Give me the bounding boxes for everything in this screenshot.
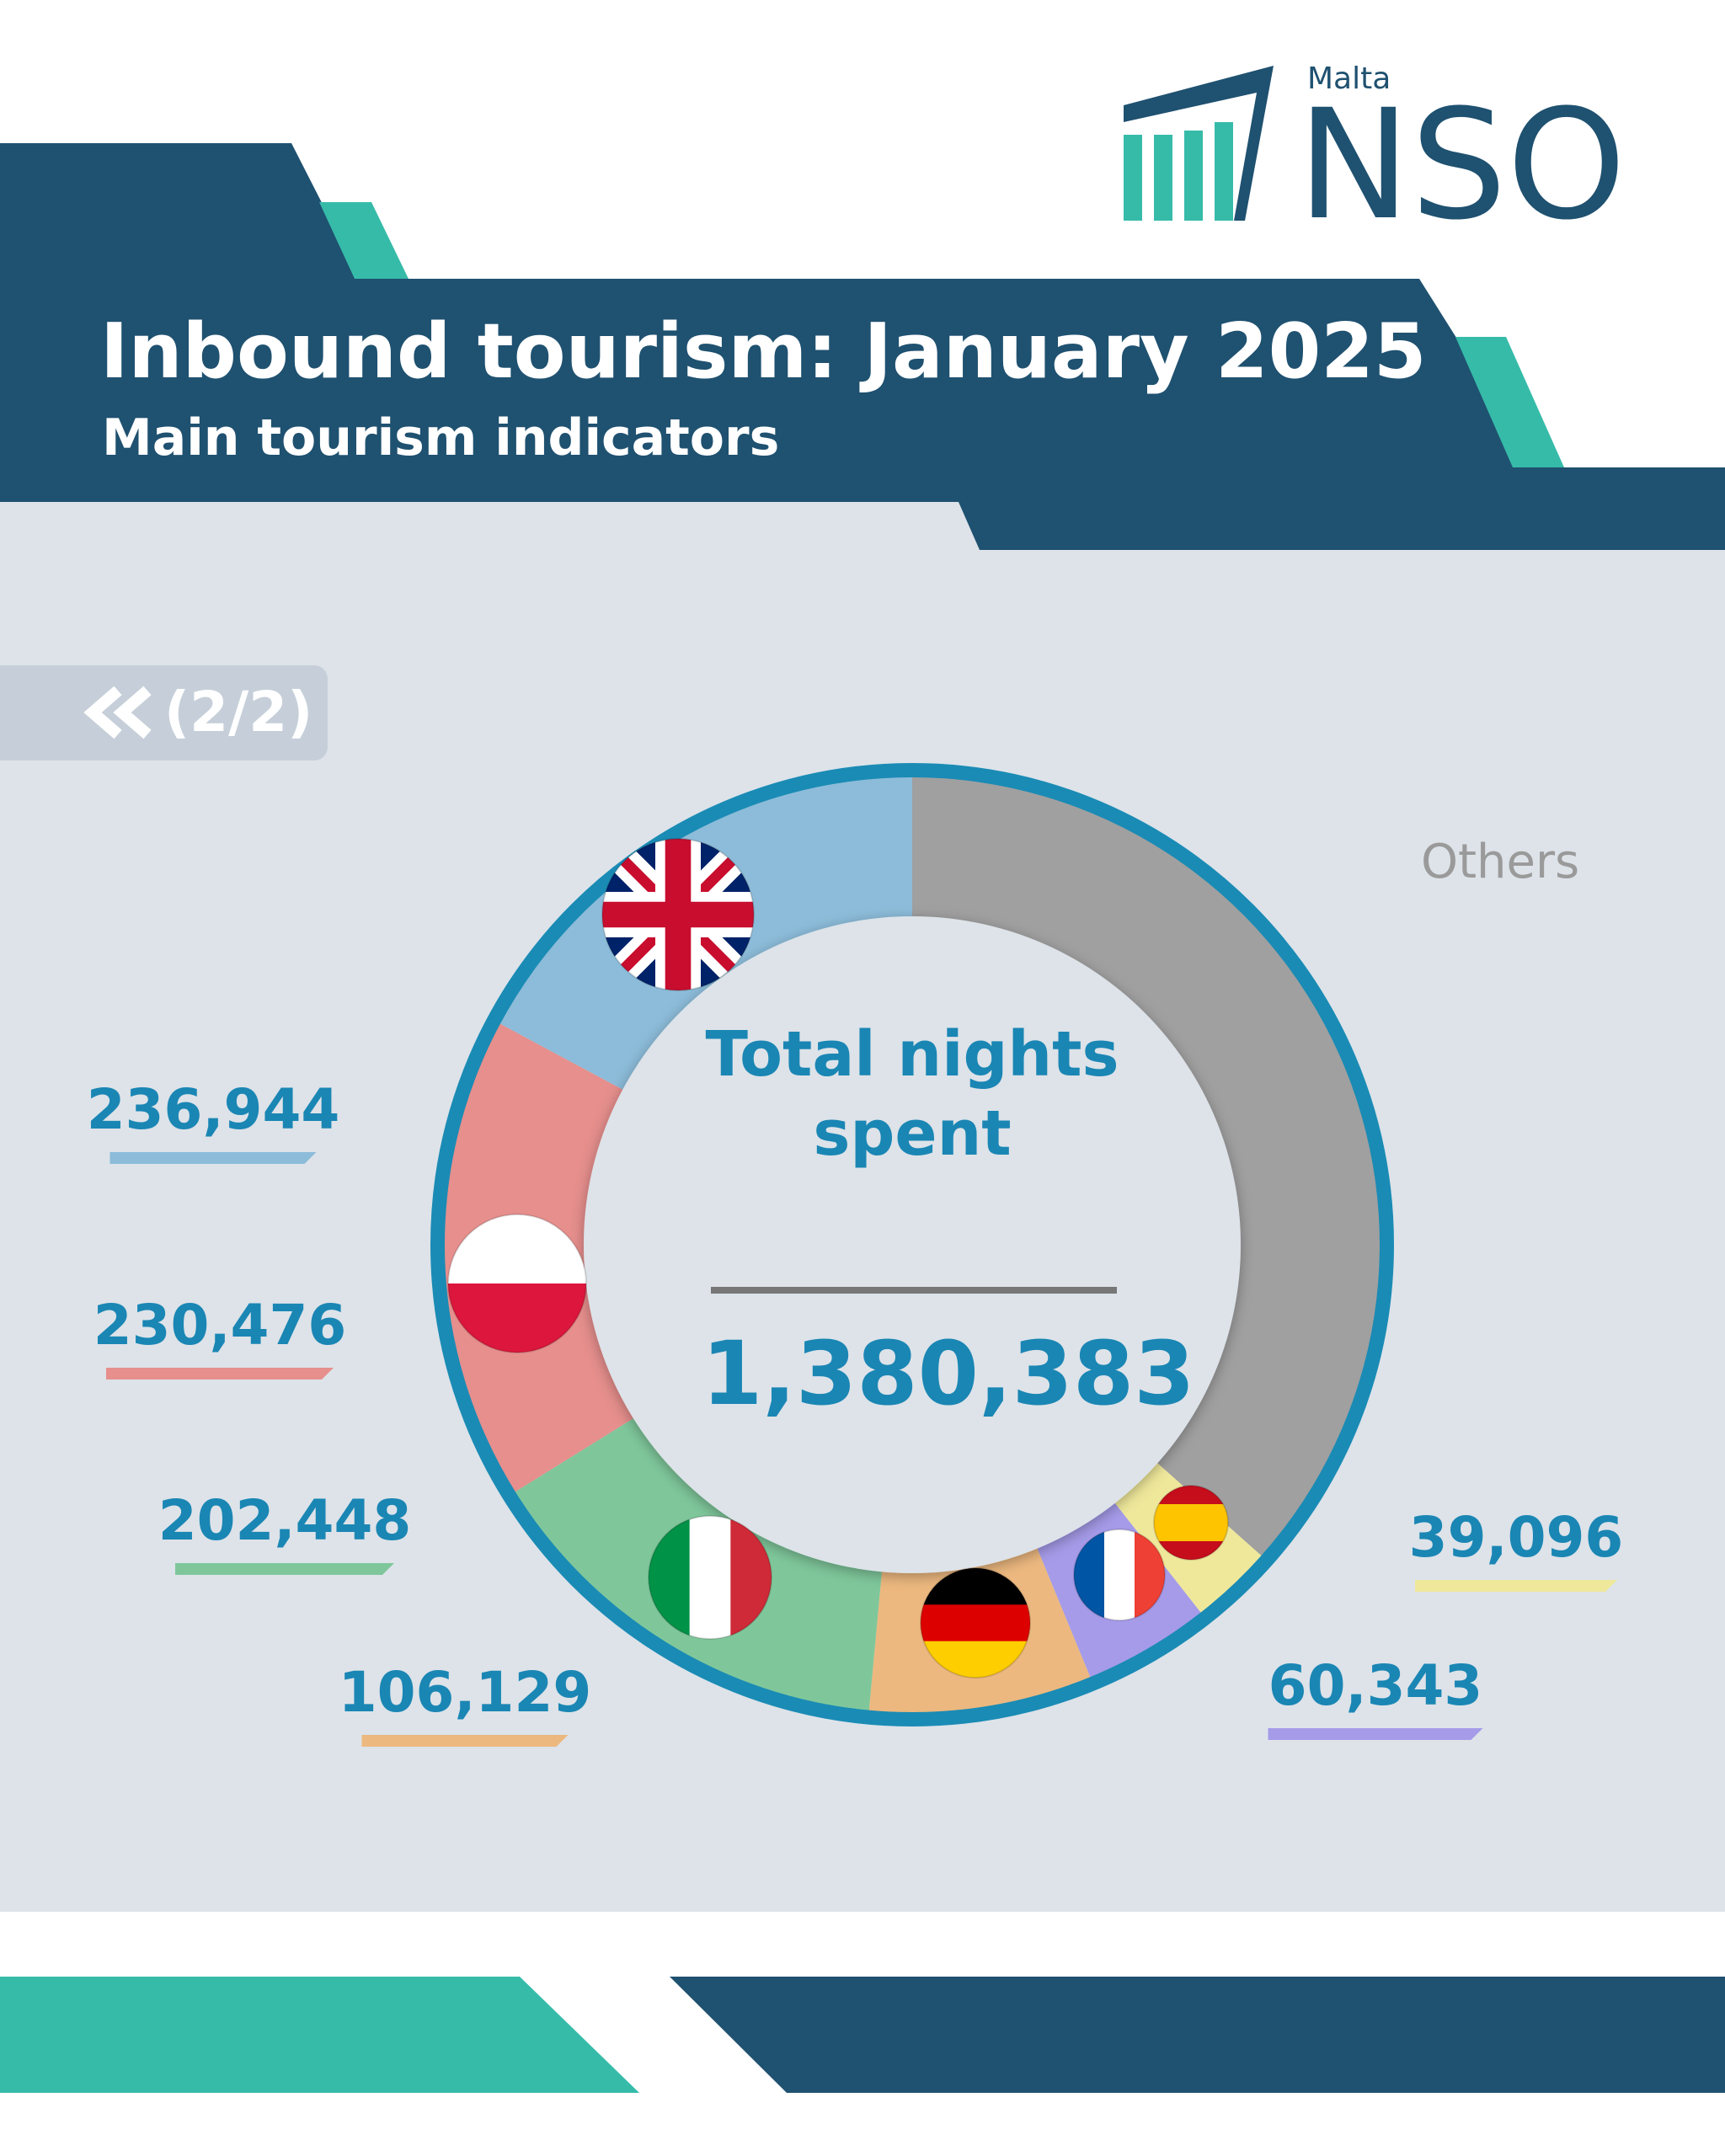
- footer-band: [0, 1977, 639, 2093]
- logo-small: Malta: [1307, 61, 1391, 96]
- donut-hole: [584, 916, 1241, 1573]
- value-label: 202,448: [158, 1488, 412, 1553]
- label-underline: [175, 1563, 394, 1575]
- title: Inbound tourism: January 2025: [100, 307, 1427, 396]
- flag-stripe: [689, 1516, 732, 1639]
- logo-text: NSO: [1297, 77, 1626, 253]
- accent: [1455, 337, 1564, 467]
- flag-rim: [447, 1214, 587, 1353]
- flag-cross: [602, 839, 754, 990]
- label-underline: [1415, 1580, 1617, 1592]
- flag-rim: [1073, 1529, 1166, 1621]
- label-underline: [361, 1735, 569, 1747]
- flag-rim: [601, 838, 755, 991]
- nav-label[interactable]: (2/2): [164, 680, 312, 744]
- donut-ring: [430, 763, 1394, 1726]
- flag-stripe: [1154, 1504, 1228, 1542]
- value-label: 236,944: [87, 1077, 340, 1142]
- footer-band: [670, 1977, 1725, 2093]
- flag-rim: [648, 1515, 772, 1640]
- value-label: 60,343: [1268, 1653, 1483, 1718]
- flag-rim: [1153, 1485, 1229, 1561]
- nav-button[interactable]: (2/2): [0, 665, 328, 760]
- label-underline: [109, 1152, 317, 1164]
- header-band: [0, 143, 1725, 550]
- logo-icon: [1124, 66, 1274, 221]
- label-underline: [1268, 1728, 1483, 1740]
- subtitle: Main tourism indicators: [102, 408, 779, 467]
- nav-icon[interactable]: [83, 686, 152, 739]
- value-label: 39,096: [1409, 1505, 1624, 1570]
- donut-segment: [912, 777, 1381, 1556]
- value-label: 230,476: [93, 1293, 347, 1358]
- center-value: 1,380,383: [702, 1322, 1195, 1425]
- label-underline: [106, 1368, 334, 1380]
- flag-stripe: [1104, 1529, 1135, 1620]
- flag-stripe: [921, 1604, 1030, 1642]
- value-label: 106,129: [339, 1660, 592, 1725]
- nav-bg[interactable]: [0, 665, 328, 760]
- center-title: Total nights spent: [705, 1018, 1119, 1170]
- accent: [319, 202, 409, 279]
- category-label: Others: [1421, 835, 1579, 889]
- flag-icon: [602, 839, 754, 990]
- flag-rim: [920, 1567, 1031, 1678]
